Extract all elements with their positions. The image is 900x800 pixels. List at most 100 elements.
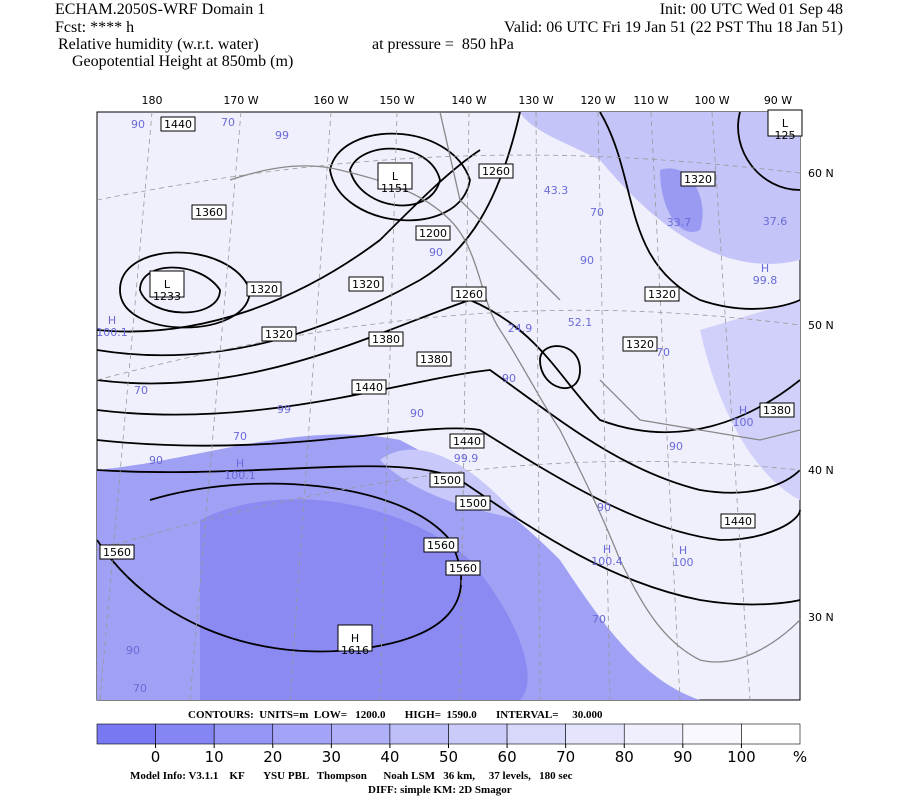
colorbar-label: 80 [615,748,634,766]
contour-label: 1560 [449,562,477,575]
contour-label: 1200 [419,227,447,240]
contour-label-box [99,544,135,560]
colorbar-label: 70 [556,748,575,766]
rh-label: H 100 [733,404,754,429]
height-contours [96,111,801,653]
contour-label: 1320 [648,288,676,301]
contour-label-box [759,402,795,418]
contour-label: 1440 [355,381,383,394]
lon-label: 130 W [518,94,553,107]
contour-label-box [680,171,716,187]
coastlines [229,111,801,663]
contour-label: 1260 [455,288,483,301]
rh-label: 24.9 [508,322,533,335]
contour-label-box [478,163,514,179]
colorbar-label: 30 [322,748,341,766]
contour-label-box [622,336,658,352]
lon-label: 100 W [694,94,729,107]
pressure-level: at pressure = 850 hPa [372,36,514,53]
rh-label: 70 [590,206,604,219]
rh-label: 37.6 [763,215,788,228]
colorbar-cell [331,723,391,745]
rh-label: H 100.1 [224,457,256,482]
contour-label-box [246,281,282,297]
rh-label: 70 [592,613,606,626]
contour-label: 1380 [372,333,400,346]
colorbar-cell [623,723,684,745]
contour-label-box [429,472,465,488]
colorbar: 0 10 20 30 40 50 60 70 80 90 100% [96,723,807,766]
rh-label: 70 [133,682,147,695]
contour-label: L 125 [775,117,796,142]
contour-label: H 1616 [341,632,369,657]
contour-label-box [415,225,451,241]
field-1: Relative humidity (w.r.t. water) [58,36,259,53]
rh-label: 90 [131,118,145,131]
rh-label: 90 [410,407,424,420]
lat-label: 40 N [808,464,834,477]
contour-label-box [348,276,384,292]
contour-label: 1560 [427,539,455,552]
colorbar-label: 10 [205,748,224,766]
rh-label: 70 [134,384,148,397]
contour-label-box [423,537,459,553]
colorbar-label: 20 [263,748,282,766]
lon-label: 140 W [451,94,486,107]
contour-label-box [445,560,481,576]
contour-label: L 1233 [153,278,181,303]
rh-label: 99 [275,129,289,142]
contour-label-box [191,204,227,220]
lon-label: 150 W [379,94,414,107]
model-info: Model Info: V3.1.1 KF YSU PBL Thompson N… [130,770,573,782]
contour-label: 1320 [352,278,380,291]
contour-label-box [416,351,452,367]
colorbar-cell [389,723,449,745]
rh-label: 90 [502,372,516,385]
colorbar-cell [155,723,215,745]
contour-label: 1560 [103,546,131,559]
contour-label: L 1151 [381,170,409,195]
contour-label-box [449,433,485,449]
lat-label: 50 N [808,319,834,332]
contour-label: 1500 [459,497,487,510]
contour-label-box [149,270,185,298]
rh-label: H 99.8 [753,262,778,287]
model-title: ECHAM.2050S-WRF Domain 1 [55,1,265,18]
contour-label-box [261,326,297,342]
contour-label-box [451,286,487,302]
colorbar-cell [506,723,566,745]
contour-label: 1320 [265,328,293,341]
lon-label: 90 W [764,94,792,107]
contour-label-box [377,162,413,190]
colorbar-unit: % [793,748,807,766]
rh-label: 99 [277,403,291,416]
contour-info: CONTOURS: UNITS=m LOW= 1200.0 HIGH= 1590… [188,709,603,721]
lat-label: 60 N [808,167,834,180]
lon-label: 110 W [633,94,668,107]
lon-label: 160 W [313,94,348,107]
lat-label: 30 N [808,611,834,624]
rh-label: 43.3 [544,184,569,197]
contour-label-box [351,379,387,395]
rh-label: 70 [656,346,670,359]
init-time: Init: 00 UTC Wed 01 Sep 48 [660,1,843,18]
contour-label-box [455,495,491,511]
colorbar-label: 0 [151,748,161,766]
rh-label: H 100.1 [96,314,128,339]
graticule [96,111,801,701]
rh-label: 90 [429,246,443,259]
contour-label: 1440 [724,515,752,528]
colorbar-cell [213,723,274,745]
contour-label-box [644,286,680,302]
lon-label: 170 W [223,94,258,107]
rh-label: 52.1 [568,316,593,329]
colorbar-cell [741,723,801,745]
lon-label: 180 [142,94,163,107]
rh-label: 90 [669,440,683,453]
moist-north [520,112,800,264]
valid-time: Valid: 06 UTC Fri 19 Jan 51 (22 PST Thu … [504,19,843,36]
contour-label: 1500 [433,474,461,487]
colorbar-label: 90 [673,748,692,766]
colorbar-cell [272,723,332,745]
